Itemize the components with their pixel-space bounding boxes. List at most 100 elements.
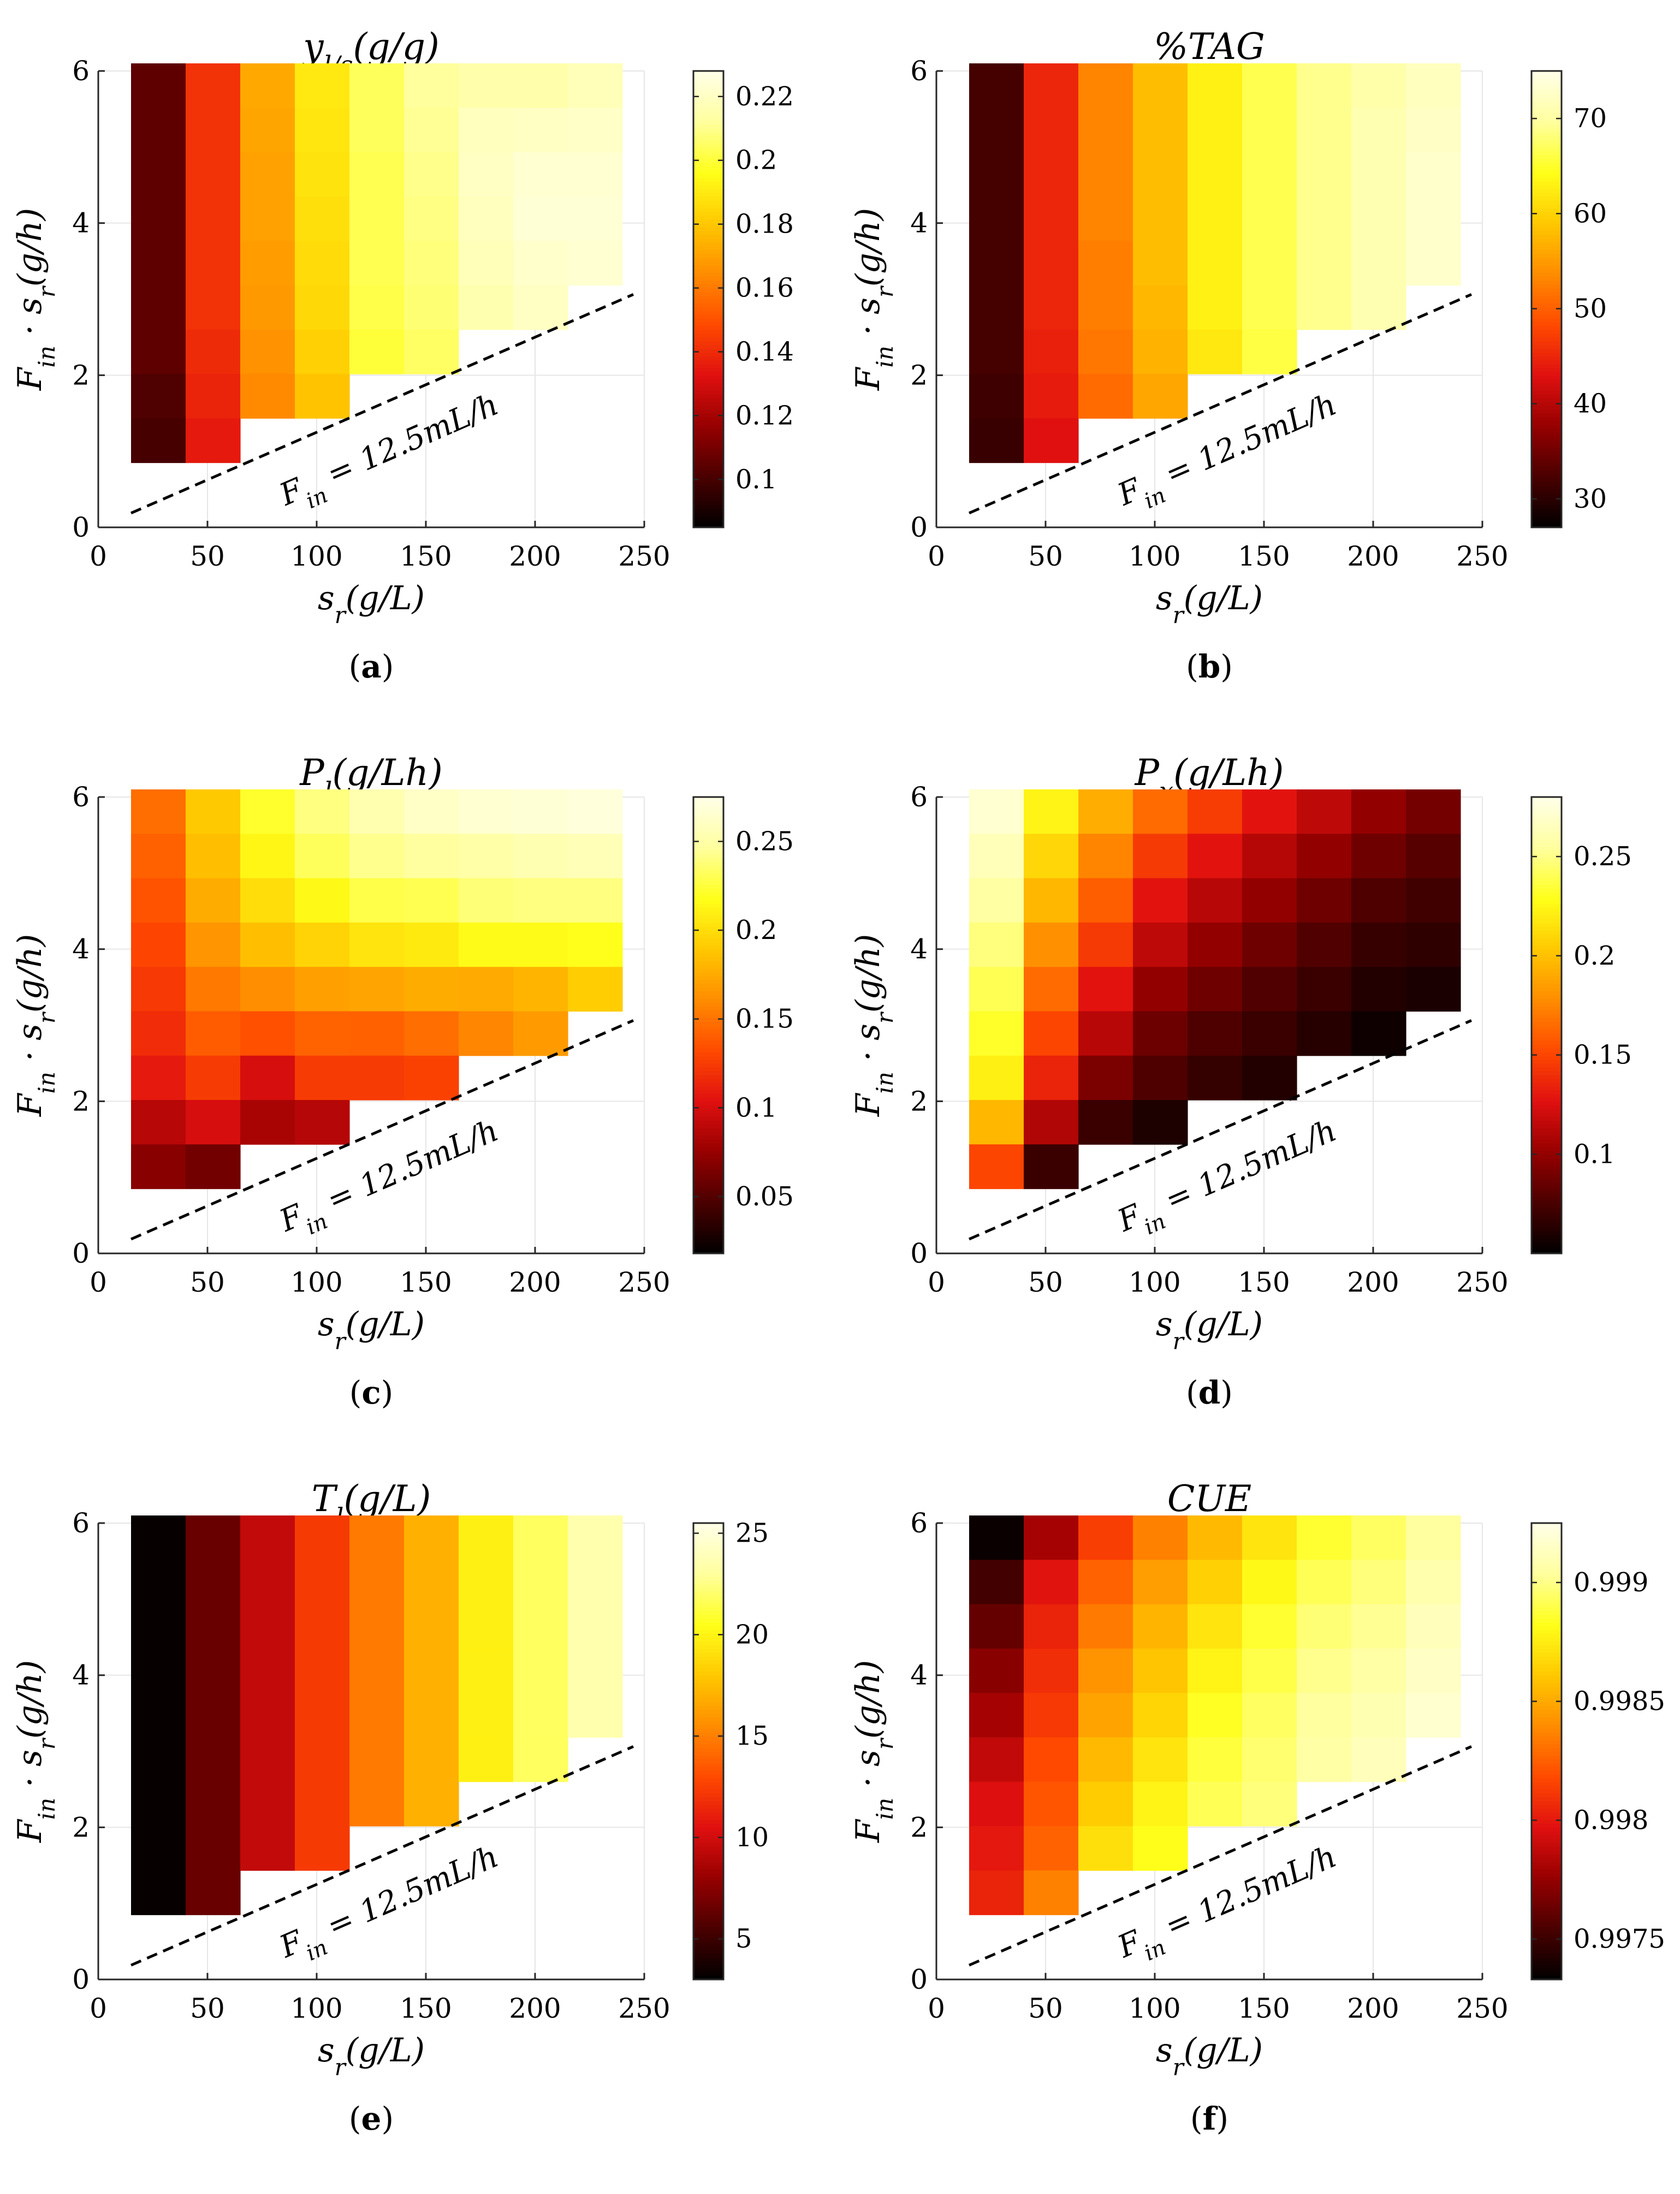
colorbar-segment bbox=[1531, 375, 1562, 380]
colorbar-segment bbox=[693, 819, 723, 824]
colorbar-segment bbox=[693, 322, 723, 326]
x-tick-label: 150 bbox=[400, 1267, 452, 1298]
colorbar-segment bbox=[693, 1660, 723, 1664]
heatmap-cell bbox=[1133, 1826, 1188, 1871]
heatmap-cell bbox=[1078, 152, 1133, 197]
colorbar-segment bbox=[1531, 816, 1562, 820]
heatmap-cell bbox=[186, 108, 241, 153]
colorbar-segment bbox=[693, 1093, 723, 1098]
heatmap-cell bbox=[1188, 1515, 1243, 1560]
colorbar-segment bbox=[1531, 207, 1562, 212]
heatmap-cell bbox=[186, 1737, 241, 1782]
heatmap-cell bbox=[568, 789, 623, 834]
colorbar-segment bbox=[1531, 1911, 1562, 1916]
heatmap-cell bbox=[295, 878, 350, 923]
x-tick-label: 150 bbox=[1238, 1993, 1290, 2024]
heatmap-cell bbox=[459, 967, 514, 1012]
colorbar-segment bbox=[693, 1526, 723, 1531]
y-tick-label: 4 bbox=[910, 207, 928, 239]
colorbar-segment bbox=[693, 1250, 723, 1254]
colorbar-segment bbox=[1531, 227, 1562, 231]
colorbar-segment bbox=[1531, 1663, 1562, 1668]
colorbar-segment bbox=[693, 288, 723, 292]
colorbar-segment bbox=[693, 1614, 723, 1619]
y-tick-label: 6 bbox=[72, 1507, 90, 1539]
heatmap-cell bbox=[1188, 63, 1243, 108]
colorbar-tick-label: 0.22 bbox=[735, 81, 794, 112]
heatmap-cell bbox=[240, 967, 295, 1012]
colorbar-segment bbox=[693, 1964, 723, 1969]
colorbar-segment bbox=[1531, 1880, 1562, 1885]
colorbar-segment bbox=[1531, 379, 1562, 384]
colorbar-segment bbox=[1531, 223, 1562, 228]
colorbar-segment bbox=[693, 139, 723, 144]
heatmap-cell bbox=[969, 196, 1024, 241]
colorbar-segment bbox=[693, 1713, 723, 1718]
x-tick-label: 0 bbox=[928, 1267, 945, 1298]
colorbar-segment bbox=[693, 1132, 723, 1136]
colorbar-segment bbox=[693, 219, 723, 224]
colorbar-segment bbox=[693, 196, 723, 201]
colorbar-segment bbox=[1531, 1751, 1562, 1756]
colorbar-segment bbox=[1531, 1188, 1562, 1193]
x-axis-label: sr(g/L) bbox=[318, 1305, 425, 1354]
heatmap-cell bbox=[240, 922, 295, 967]
colorbar-segment bbox=[1531, 881, 1562, 885]
colorbar-segment bbox=[1531, 1565, 1562, 1569]
colorbar-segment bbox=[693, 394, 723, 399]
heatmap-cell bbox=[568, 241, 623, 286]
colorbar-segment bbox=[1531, 900, 1562, 904]
colorbar-segment bbox=[693, 854, 723, 859]
colorbar-segment bbox=[693, 306, 723, 311]
colorbar-segment bbox=[693, 1895, 723, 1900]
colorbar-segment bbox=[1531, 1705, 1562, 1710]
heatmap-cell bbox=[1297, 1515, 1352, 1560]
heatmap-cell bbox=[1078, 1100, 1133, 1145]
x-axis-label: sr(g/L) bbox=[318, 579, 425, 628]
colorbar-segment bbox=[1531, 261, 1562, 266]
colorbar-segment bbox=[1531, 272, 1562, 277]
colorbar-segment bbox=[693, 1067, 723, 1072]
heatmap-cell bbox=[404, 196, 459, 241]
heatmap-cell bbox=[186, 152, 241, 197]
colorbar-segment bbox=[1531, 1614, 1562, 1619]
heatmap-cell bbox=[459, 1011, 514, 1056]
heatmap-cell bbox=[1078, 878, 1133, 923]
colorbar-segment bbox=[1531, 151, 1562, 156]
heatmap-cell bbox=[1406, 922, 1461, 967]
colorbar-segment bbox=[693, 299, 723, 304]
heatmap-cell bbox=[131, 1781, 186, 1827]
heatmap-cell bbox=[459, 1737, 514, 1782]
colorbar-segment bbox=[693, 968, 723, 973]
colorbar-segment bbox=[1531, 1622, 1562, 1626]
colorbar-segment bbox=[1531, 1686, 1562, 1691]
heatmap-cells bbox=[969, 789, 1461, 1190]
colorbar-segment bbox=[693, 520, 723, 524]
colorbar-segment bbox=[1531, 1204, 1562, 1209]
heatmap-cell bbox=[131, 1826, 186, 1871]
colorbar-segment bbox=[1531, 249, 1562, 254]
colorbar-segment bbox=[693, 524, 723, 528]
heatmap-cell bbox=[295, 108, 350, 153]
heatmap-cell bbox=[295, 1604, 350, 1649]
colorbar-segment bbox=[693, 356, 723, 361]
heatmap-cell bbox=[1406, 1604, 1461, 1649]
colorbar-segment bbox=[693, 1105, 723, 1110]
colorbar-segment bbox=[693, 74, 723, 79]
colorbar-segment bbox=[693, 892, 723, 896]
colorbar-segment bbox=[693, 1530, 723, 1535]
colorbar-segment bbox=[1531, 428, 1562, 433]
heatmap-cell bbox=[459, 1693, 514, 1738]
heatmap-cell bbox=[1024, 922, 1079, 967]
colorbar-segment bbox=[693, 869, 723, 874]
colorbar-segment bbox=[693, 1028, 723, 1033]
heatmap-cell bbox=[295, 834, 350, 879]
heatmap-cell bbox=[969, 1737, 1024, 1782]
colorbar-segment bbox=[693, 1181, 723, 1186]
colorbar-segment bbox=[693, 443, 723, 448]
heatmap-cell bbox=[1078, 329, 1133, 374]
panel-caption: (e) bbox=[349, 2100, 394, 2137]
colorbar-segment bbox=[1531, 409, 1562, 414]
heatmap-cell bbox=[1133, 1604, 1188, 1649]
y-tick-label: 6 bbox=[910, 1507, 928, 1539]
